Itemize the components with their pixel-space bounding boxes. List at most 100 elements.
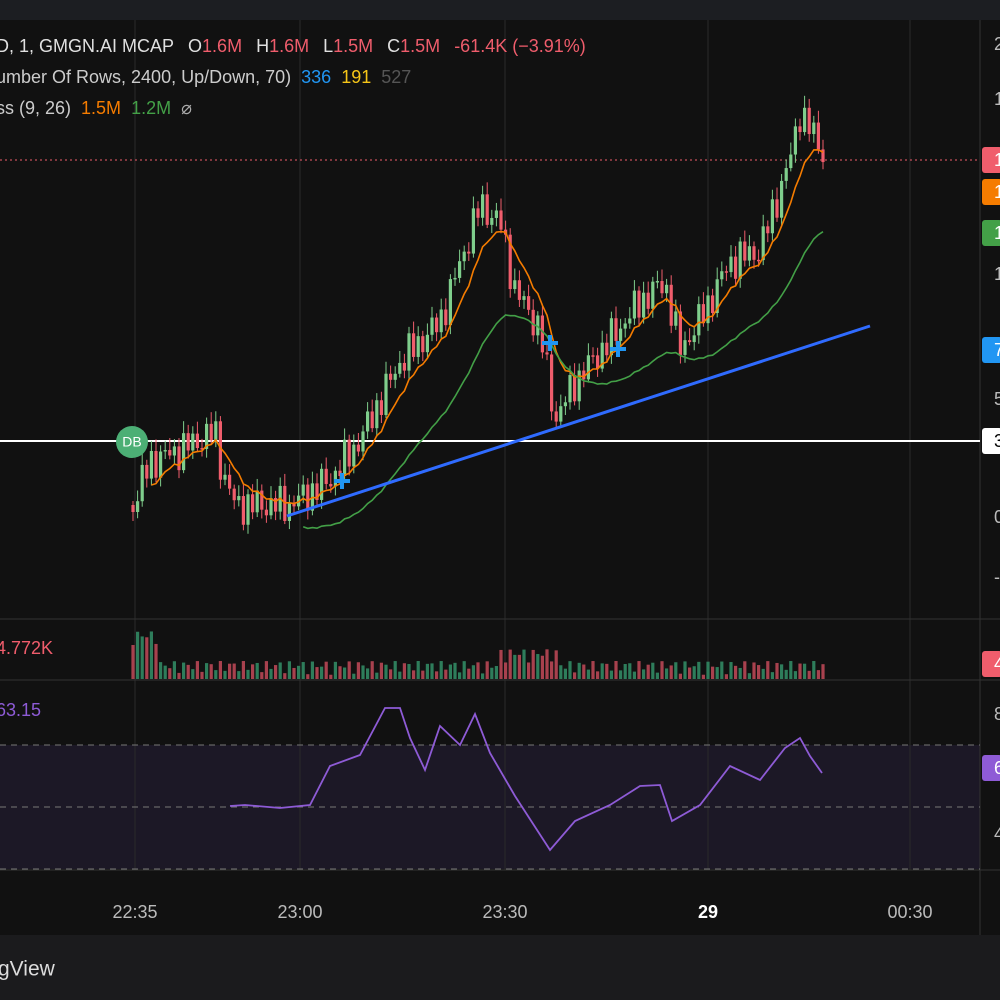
candle-body [416,336,420,357]
time-label: 22:35 [112,902,157,922]
candle-body [136,501,140,512]
candle-body [458,261,462,278]
volume-bar [241,661,245,679]
ohlc-value: 1.6M [269,36,309,56]
price-label: 2 [994,34,1000,54]
volume-bar [761,668,765,679]
candle-body [623,323,627,329]
volume-bar [665,668,669,679]
candle-body [223,474,227,480]
candle-body [540,315,544,353]
volume-bar [191,669,195,679]
volume-bar [448,664,452,679]
candle-body [453,277,457,280]
volume-bar [724,674,728,679]
candle-body [573,375,577,402]
volume-bar [655,672,659,679]
badge-label: 3 [994,431,1000,451]
badge-label: 7 [994,340,1000,360]
volume-bar [632,671,636,679]
candle-body [448,279,452,326]
volume-bar [573,672,577,679]
volume-bar [669,665,673,679]
volume-bar [646,664,650,679]
volume-bar [320,666,324,679]
candle-body [324,468,328,484]
candle-body [761,226,765,261]
volume-bar [582,664,586,679]
candle-body [793,126,797,155]
candle-body [145,464,149,479]
volume-bar [251,664,255,679]
candle-body [140,464,144,502]
badge-label: 1 [994,150,1000,170]
candle-body [614,318,618,341]
candle-body [149,450,153,479]
candle-body [669,284,673,326]
indicator-2: ss (9, 26) 1.5M 1.2M ⌀ [0,98,192,118]
volume-bar [347,661,351,679]
candle-body [697,304,701,336]
volume-bar [522,649,526,679]
candle-body [706,295,710,324]
volume-bar [370,661,374,679]
volume-bar [306,674,310,679]
volume-bar [683,661,687,679]
volume-bar [430,663,434,679]
footer-bar [0,935,1000,1000]
indicator-value: 191 [341,67,371,87]
volume-bar [444,669,448,679]
volume-bar [504,662,508,679]
time-label: 23:30 [482,902,527,922]
candle-body [582,370,586,380]
volume-bar [361,665,365,679]
volume-bar [508,649,512,679]
volume-bar [177,672,181,679]
candle-body [292,502,296,507]
marker-badge [116,426,148,458]
candle-body [402,362,406,371]
volume-bar [471,665,475,679]
candle-body [241,496,245,525]
volume-bar [674,662,678,679]
volume-bar [343,667,347,679]
volume-bar [517,654,521,679]
volume-bar [775,662,779,679]
volume-bar [619,670,623,679]
candle-body [665,284,669,294]
candle-body [172,446,176,456]
price-label: 1 [994,264,1000,284]
candle-body [361,431,365,452]
candle-body [715,279,719,314]
candle-body [499,210,503,230]
indicator-value: 336 [301,67,331,87]
volume-bar [324,661,328,679]
volume-bar [637,661,641,679]
rsi-label: 63.15 [0,700,41,720]
candle-body [646,292,650,309]
ohlc-key: L [323,36,333,56]
volume-label: 4.772K [0,638,53,658]
candle-body [724,271,728,273]
candle-body [651,281,655,309]
volume-bar [421,670,425,679]
volume-bar [140,636,144,679]
volume-bar [494,666,498,679]
price-label: 0 [994,507,1000,527]
badge-label: 4 [994,654,1000,674]
candle-body [655,281,659,283]
candle-body [798,126,802,133]
volume-bar [310,661,314,679]
candle-body [720,271,724,280]
candle-body [701,304,705,324]
volume-bar [536,654,540,679]
volume-bar [195,661,199,679]
volume-bar [821,664,825,679]
volume-bar [260,672,264,679]
candle-body [536,315,540,336]
price-label: 5 [994,389,1000,409]
volume-bar [379,662,383,679]
volume-bar [136,631,140,679]
volume-bar [154,643,158,679]
